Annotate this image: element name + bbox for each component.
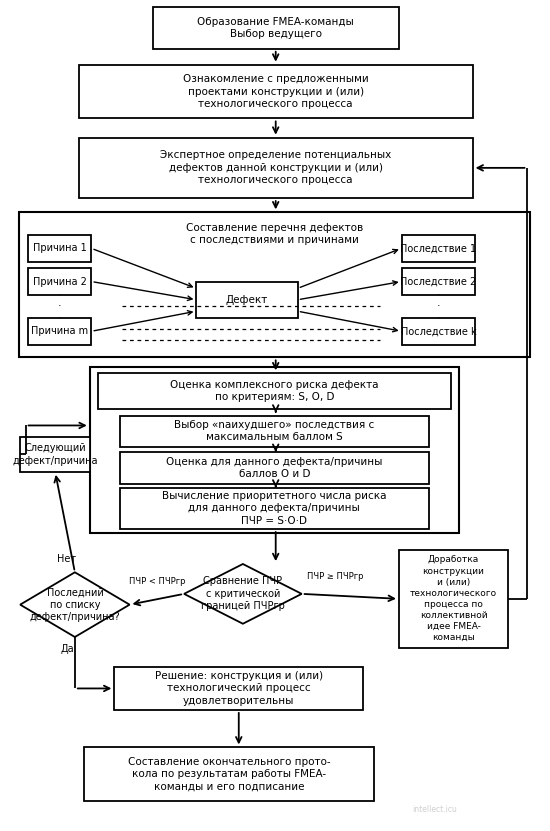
Text: Причина m: Причина m (31, 327, 89, 337)
Text: Образование FMEA-команды
Выбор ведущего: Образование FMEA-команды Выбор ведущего (197, 17, 354, 39)
Text: Оценка комплексного риска дефекта
по критериям: S, O, D: Оценка комплексного риска дефекта по кри… (170, 380, 378, 402)
FancyBboxPatch shape (402, 268, 475, 295)
FancyBboxPatch shape (402, 234, 475, 262)
Text: Выбор «nаихудшего» последствия с
максимальным баллом S: Выбор «nаихудшего» последствия с максима… (174, 420, 375, 442)
FancyBboxPatch shape (399, 550, 508, 648)
FancyBboxPatch shape (20, 437, 90, 472)
Polygon shape (20, 573, 130, 637)
Text: Составление перечня дефектов
с последствиями и причинами: Составление перечня дефектов с последств… (186, 223, 363, 245)
Text: Сравнение ПЧР
с критической
границей ПЧРгр: Сравнение ПЧР с критической границей ПЧР… (201, 577, 285, 612)
FancyBboxPatch shape (120, 416, 429, 447)
FancyBboxPatch shape (114, 666, 363, 710)
Text: Ознакомление с предложенными
проектами конструкции и (или)
технологического проц: Ознакомление с предложенными проектами к… (183, 74, 368, 109)
Text: Дефект: Дефект (226, 295, 268, 305)
FancyBboxPatch shape (402, 317, 475, 345)
FancyBboxPatch shape (19, 212, 530, 357)
Text: Оценка для данного дефекта/причины
баллов O и D: Оценка для данного дефекта/причины балло… (166, 456, 382, 479)
Text: Последствие k: Последствие k (401, 327, 476, 337)
Text: Решение: конструкция и (или)
технологический процесс
удовлетворительны: Решение: конструкция и (или) технологиче… (155, 671, 323, 706)
Text: Причина 2: Причина 2 (33, 277, 87, 287)
Text: Следующий
дефект/причина: Следующий дефект/причина (13, 443, 98, 465)
Text: Да: Да (60, 644, 74, 654)
Text: Последствие 2: Последствие 2 (400, 277, 477, 287)
FancyBboxPatch shape (120, 488, 429, 529)
FancyBboxPatch shape (79, 138, 472, 198)
FancyBboxPatch shape (84, 747, 374, 801)
FancyBboxPatch shape (29, 268, 91, 295)
Text: ПЧР < ПЧРгр: ПЧР < ПЧРгр (129, 577, 185, 586)
Text: intellect.icu: intellect.icu (412, 805, 457, 814)
FancyBboxPatch shape (152, 7, 399, 49)
Text: Последний
по списку
дефект/причина?: Последний по списку дефект/причина? (30, 588, 120, 622)
FancyBboxPatch shape (196, 282, 298, 317)
FancyBboxPatch shape (79, 65, 472, 119)
Text: Составление окончательного прото-
кола по результатам работы FMEA-
команды и его: Составление окончательного прото- кола п… (128, 757, 331, 792)
FancyBboxPatch shape (120, 452, 429, 484)
Text: Доработка
конструкции
и (или)
технологического
процесса по
коллективной
идее FME: Доработка конструкции и (или) технологич… (410, 555, 497, 642)
FancyBboxPatch shape (29, 234, 91, 262)
Text: ·
·
·: · · · (437, 290, 441, 323)
Text: Причина 1: Причина 1 (33, 243, 87, 253)
Text: ·
·
·: · · · (58, 290, 62, 323)
Text: Нет: Нет (57, 554, 76, 564)
Polygon shape (184, 564, 302, 624)
Text: ПЧР ≥ ПЧРгр: ПЧР ≥ ПЧРгр (307, 572, 364, 581)
Text: Последствие 1: Последствие 1 (400, 243, 476, 253)
FancyBboxPatch shape (90, 367, 459, 534)
Text: Вычисление приоритетного числа риска
для данного дефекта/причины
ПЧР = S·O·D: Вычисление приоритетного числа риска для… (162, 491, 387, 526)
Text: Экспертное определение потенциальных
дефектов данной конструкции и (или)
техноло: Экспертное определение потенциальных деф… (160, 150, 392, 185)
FancyBboxPatch shape (98, 373, 451, 409)
FancyBboxPatch shape (29, 317, 91, 345)
